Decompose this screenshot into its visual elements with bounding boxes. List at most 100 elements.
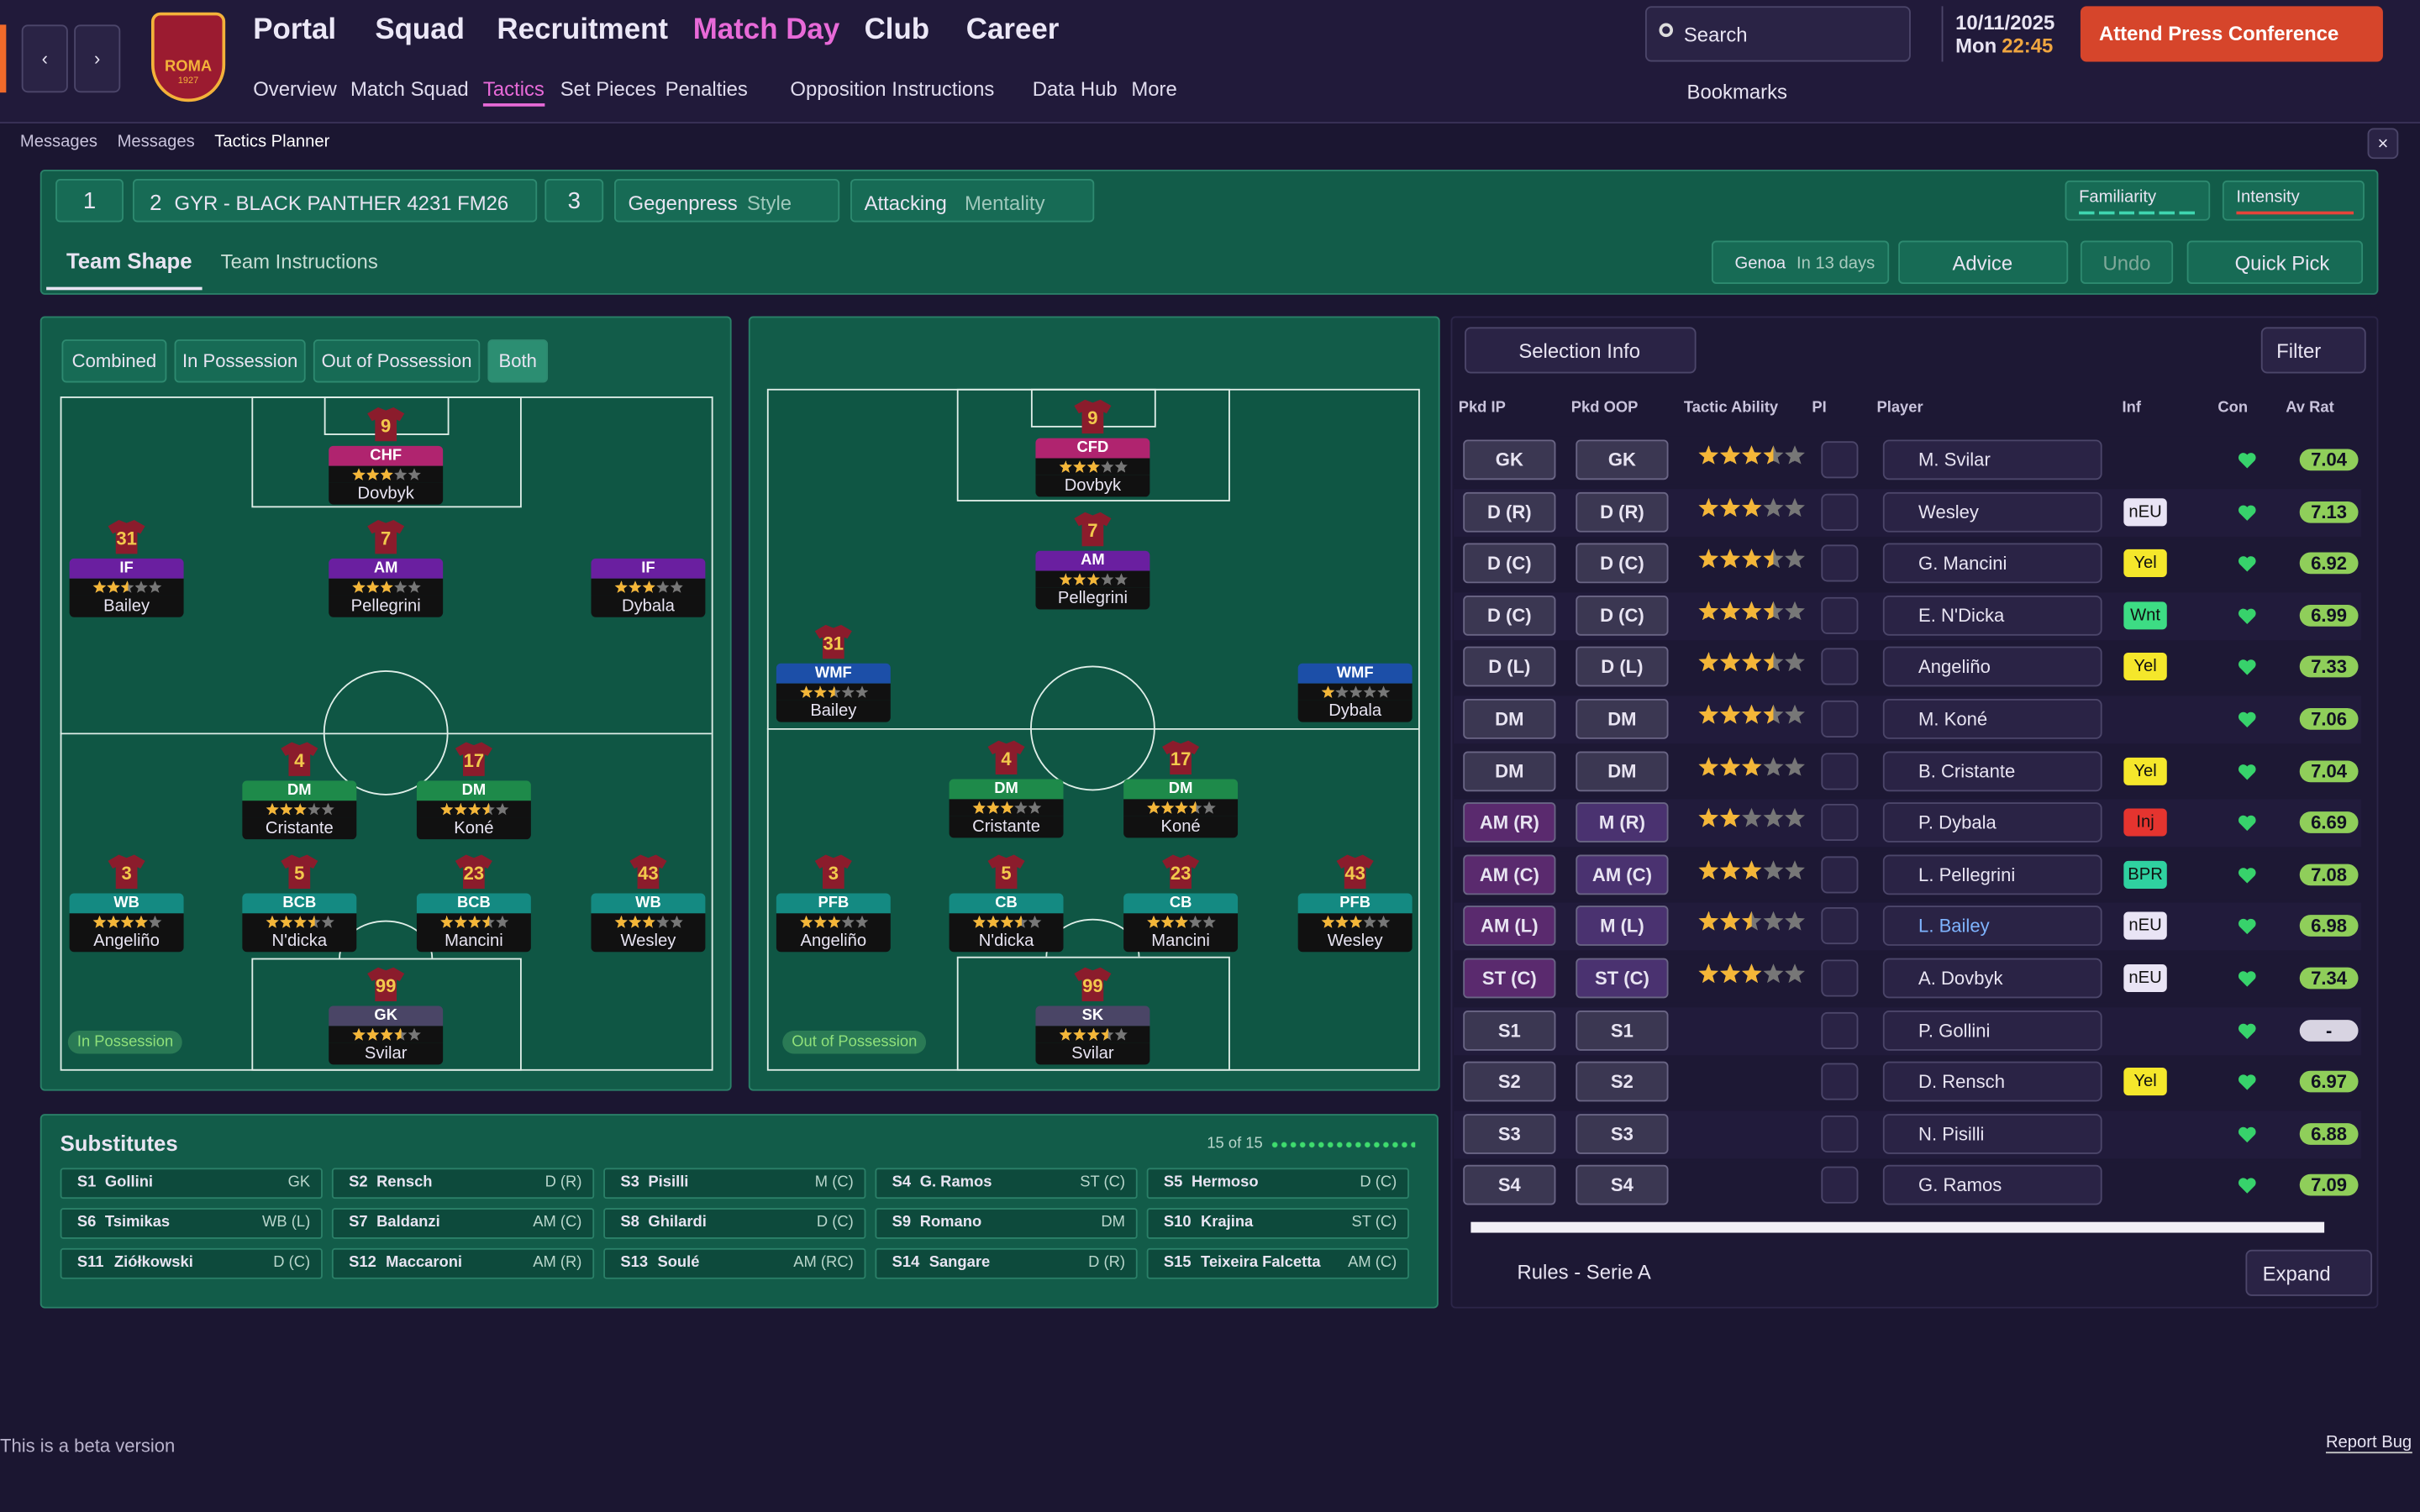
nav-item[interactable]: Club (864, 13, 930, 47)
familiarity[interactable]: Familiarity (2065, 180, 2211, 221)
subnav-item[interactable]: Tactics (482, 77, 544, 107)
pkd-oop[interactable]: DM (1576, 750, 1669, 791)
filter-button[interactable]: Filter (2260, 327, 2366, 374)
player-select[interactable]: N. Pisilli (1882, 1113, 2102, 1154)
player-select[interactable]: E. N'Dicka (1882, 595, 2102, 636)
pkd-oop[interactable]: D (C) (1576, 543, 1669, 584)
pkd-oop[interactable]: ST (C) (1576, 958, 1669, 999)
sub-slot[interactable]: S9 Romano DM (875, 1208, 1138, 1239)
player-select[interactable]: G. Mancini (1882, 543, 2102, 584)
expand-button[interactable]: Expand (2245, 1249, 2373, 1296)
pkd-oop[interactable]: S4 (1576, 1165, 1669, 1206)
pi-button[interactable] (1821, 441, 1859, 479)
pkd-ip[interactable]: S3 (1463, 1113, 1556, 1154)
breadcrumb-item[interactable]: Tactics Planner (214, 132, 330, 152)
pi-button[interactable] (1821, 804, 1859, 842)
subnav-item[interactable]: Set Pieces (560, 76, 656, 101)
slot-3[interactable]: 3 (544, 179, 604, 223)
back-button[interactable]: ‹ (21, 24, 68, 93)
sub-slot[interactable]: S8 Ghilardi D (C) (603, 1208, 866, 1239)
player-card[interactable]: CHF Dovbyk (329, 445, 444, 505)
player-select[interactable]: G. Ramos (1882, 1165, 2102, 1206)
search-box[interactable]: Search (1644, 6, 1911, 62)
player-card[interactable]: IF Dybala (591, 558, 706, 617)
player-select[interactable]: B. Cristante (1882, 750, 2102, 791)
pkd-ip[interactable]: AM (R) (1463, 802, 1556, 843)
player-card[interactable]: CB Mancini (1123, 893, 1239, 953)
pi-button[interactable] (1821, 493, 1859, 531)
pkd-ip[interactable]: D (C) (1463, 543, 1556, 584)
player-select[interactable]: M. Koné (1882, 699, 2102, 739)
shape-toggle[interactable]: Both (487, 339, 549, 383)
undo-button[interactable]: Undo (2080, 240, 2174, 284)
slot-1[interactable]: 1 (55, 179, 124, 223)
player-card[interactable]: WB Angeliño (69, 893, 184, 953)
tab[interactable]: Team Shape (66, 248, 192, 274)
sub-slot[interactable]: S14 Sangare D (R) (875, 1247, 1138, 1279)
player-select[interactable]: A. Dovbyk (1882, 958, 2102, 999)
player-card[interactable]: BCB Mancini (416, 893, 531, 953)
subnav-item[interactable]: Match Squad (350, 76, 469, 101)
player-card[interactable]: WMF Dybala (1297, 663, 1413, 722)
pkd-ip[interactable]: D (L) (1463, 647, 1556, 688)
player-select[interactable]: P. Dybala (1882, 802, 2102, 843)
sub-slot[interactable]: S15 Teixeira Falcetta AM (C) (1146, 1247, 1409, 1279)
club-badge[interactable]: ROMA 1927 (151, 12, 226, 102)
pkd-oop[interactable]: GK (1576, 439, 1669, 480)
breadcrumb-item[interactable]: Messages (117, 132, 195, 152)
pkd-ip[interactable]: AM (L) (1463, 906, 1556, 947)
player-card[interactable]: DM Koné (416, 780, 531, 840)
pkd-ip[interactable]: DM (1463, 699, 1556, 739)
pi-button[interactable] (1821, 959, 1859, 997)
subnav-item[interactable]: Penalties (665, 76, 748, 101)
pkd-oop[interactable]: AM (C) (1576, 854, 1669, 895)
player-card[interactable]: WMF Bailey (776, 663, 891, 722)
subnav-item[interactable]: Opposition Instructions (790, 76, 995, 101)
quick-pick-button[interactable]: Quick Pick (2186, 240, 2364, 284)
sub-slot[interactable]: S5 Hermoso D (C) (1146, 1168, 1409, 1200)
player-card[interactable]: IF Bailey (69, 558, 184, 617)
pi-button[interactable] (1821, 1011, 1859, 1049)
sub-slot[interactable]: S6 Tsimikas WB (L) (60, 1208, 323, 1239)
breadcrumb-item[interactable]: Messages (19, 132, 97, 152)
pi-button[interactable] (1821, 648, 1859, 686)
player-card[interactable]: DM Koné (1123, 779, 1239, 838)
pkd-ip[interactable]: ST (C) (1463, 958, 1556, 999)
sub-slot[interactable]: S12 Maccaroni AM (R) (331, 1247, 595, 1279)
player-select[interactable]: M. Svilar (1882, 439, 2102, 480)
pi-button[interactable] (1821, 544, 1859, 582)
subnav-item[interactable]: Overview (253, 76, 337, 101)
forward-button[interactable]: › (74, 24, 121, 93)
report-bug[interactable]: Report Bug (2325, 1433, 2412, 1454)
pkd-ip[interactable]: D (C) (1463, 595, 1556, 636)
player-card[interactable]: AM Pellegrini (329, 558, 444, 617)
player-card[interactable]: PFB Wesley (1297, 893, 1413, 953)
nav-item[interactable]: Squad (375, 13, 465, 47)
pkd-oop[interactable]: M (L) (1576, 906, 1669, 947)
pkd-ip[interactable]: S2 (1463, 1062, 1556, 1102)
pkd-oop[interactable]: D (L) (1576, 647, 1669, 688)
pi-button[interactable] (1821, 907, 1859, 945)
slot-2[interactable]: 2 GYR - BLACK PANTHER 4231 FM26 (132, 179, 538, 223)
player-card[interactable]: WB Wesley (591, 893, 706, 953)
sub-slot[interactable]: S4 G. Ramos ST (C) (875, 1168, 1138, 1200)
pi-button[interactable] (1821, 1063, 1859, 1100)
mentality-select[interactable]: Attacking Mentality (850, 179, 1095, 223)
press-button[interactable]: Attend Press Conference (2080, 6, 2383, 62)
player-card[interactable]: CFD Dovbyk (1035, 438, 1150, 497)
pi-button[interactable] (1821, 700, 1859, 738)
pi-button[interactable] (1821, 596, 1859, 634)
pi-button[interactable] (1821, 856, 1859, 894)
pkd-ip[interactable]: S4 (1463, 1165, 1556, 1206)
pkd-oop[interactable]: M (R) (1576, 802, 1669, 843)
player-card[interactable]: CB N'dicka (949, 893, 1064, 953)
selection-info[interactable]: Selection Info (1465, 327, 1697, 374)
player-select[interactable]: P. Gollini (1882, 1010, 2102, 1051)
nav-item[interactable]: Career (965, 13, 1060, 47)
nav-item[interactable]: Recruitment (497, 13, 669, 47)
player-card[interactable]: AM Pellegrini (1035, 550, 1150, 610)
player-select[interactable]: Wesley (1882, 491, 2102, 532)
sub-slot[interactable]: S11 Ziółkowski D (C) (60, 1247, 323, 1279)
pkd-ip[interactable]: D (R) (1463, 491, 1556, 532)
intensity[interactable]: Intensity (2222, 180, 2365, 221)
